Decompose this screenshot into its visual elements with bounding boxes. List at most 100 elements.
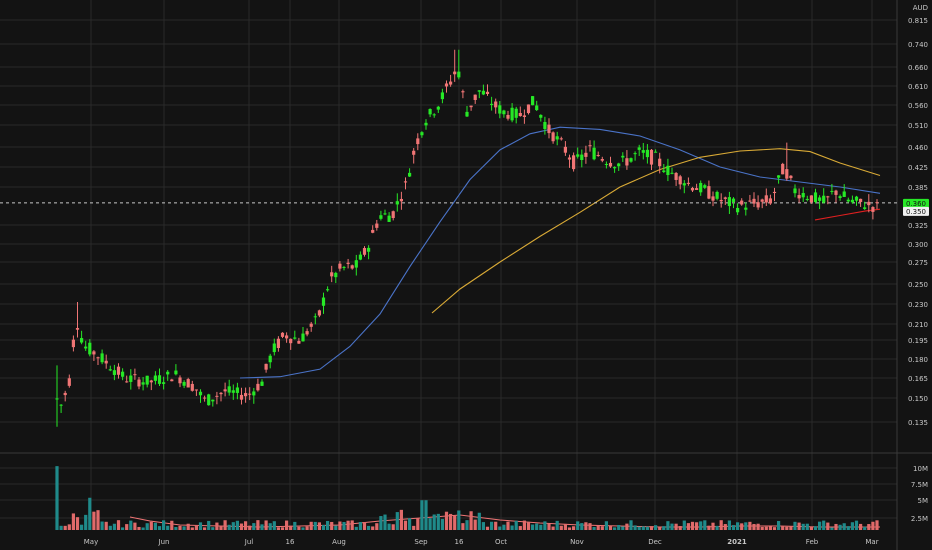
volume-bar (719, 520, 723, 530)
candle-body (379, 215, 383, 219)
volume-bar (321, 524, 326, 530)
volume-bar (522, 520, 526, 530)
candle-body (813, 192, 818, 202)
volume-bar (461, 523, 465, 530)
candle-body (826, 196, 830, 198)
volume-bar (682, 520, 686, 530)
candle-body (63, 392, 67, 396)
candle-body (141, 382, 145, 385)
x-tick-label: May (84, 538, 98, 546)
price-tick-label: 0.150 (908, 395, 928, 403)
candle-body (707, 186, 711, 199)
candle-body (477, 90, 481, 92)
ma-short-line (239, 126, 881, 379)
x-tick-label: 16 (286, 538, 295, 546)
candle-body (182, 381, 186, 386)
volume-bar (301, 527, 305, 530)
candle-body (494, 101, 498, 108)
x-tick-label: Nov (570, 538, 584, 546)
volume-bar (649, 526, 654, 530)
volume-bar (621, 526, 625, 530)
volume-bar (362, 521, 367, 530)
volume-bar (182, 526, 186, 530)
volume-bar (289, 525, 293, 530)
volume-bar (346, 520, 350, 530)
volume-bar (166, 525, 170, 530)
volume-bar (633, 525, 637, 530)
volume-bar (859, 523, 863, 530)
candle-body (621, 155, 625, 158)
volume-bar (71, 513, 75, 530)
candle-body (506, 114, 510, 119)
last-price-text: 0.360 (906, 200, 926, 208)
volume-bar (59, 525, 63, 530)
candle-body (699, 182, 703, 193)
candle-body (440, 92, 444, 100)
volume-bar (547, 523, 551, 530)
volume-bar (432, 514, 436, 530)
candle-body (416, 138, 420, 145)
candle-body (686, 182, 690, 184)
candle-body (239, 394, 244, 400)
volume-bar (555, 520, 559, 530)
volume-bar (752, 523, 756, 530)
candle-body (469, 105, 473, 108)
candle-body (289, 338, 293, 344)
volume-bar (678, 526, 682, 530)
volume-bar (715, 525, 719, 530)
candle-body (703, 185, 707, 188)
candle-body (55, 398, 59, 400)
volume-bar (100, 521, 104, 530)
volume-bar (613, 527, 617, 530)
volume-bar (207, 520, 211, 530)
candle-body (551, 132, 555, 142)
candle-body (654, 151, 658, 153)
volume-bar (797, 522, 801, 530)
volume-bar (526, 521, 531, 530)
candle-body (59, 404, 63, 406)
candle-body (875, 202, 879, 204)
volume-bar (674, 523, 678, 530)
candle-body (92, 351, 96, 355)
volume-bar (608, 525, 613, 530)
volume-bar (125, 524, 129, 530)
volume-bar (268, 523, 272, 530)
volume-bar (412, 525, 416, 530)
volume-bar (473, 519, 477, 530)
candle-body (157, 375, 162, 384)
candle-body (408, 172, 412, 177)
volume-bar (686, 523, 690, 530)
candle-body (403, 181, 408, 183)
volume-bar (235, 520, 239, 530)
volume-bar (539, 524, 543, 530)
candle-body (457, 71, 461, 78)
candle-body (645, 149, 649, 158)
volume-bar (55, 466, 59, 530)
volume-bar (153, 522, 157, 530)
candle-body (145, 375, 149, 385)
candle-body (768, 198, 772, 204)
candle-body (178, 377, 182, 384)
candle-body (727, 197, 731, 207)
candle-body (760, 199, 764, 202)
candle-body (666, 165, 670, 176)
candle-body (649, 149, 654, 165)
volume-bar (416, 518, 420, 530)
volume-bar (428, 518, 432, 530)
candle-body (354, 260, 358, 268)
price-tick-label: 0.275 (908, 259, 928, 267)
volume-bar (572, 526, 576, 530)
candle-body (449, 81, 453, 85)
candle-body (752, 198, 756, 204)
volume-bar (387, 523, 391, 530)
candle-body (842, 191, 846, 197)
candle-body (535, 105, 539, 111)
volume-bar (75, 517, 80, 530)
candle-body (338, 263, 342, 269)
candle-body (547, 124, 551, 134)
candle-body (244, 393, 248, 397)
volume-bar (449, 513, 453, 530)
